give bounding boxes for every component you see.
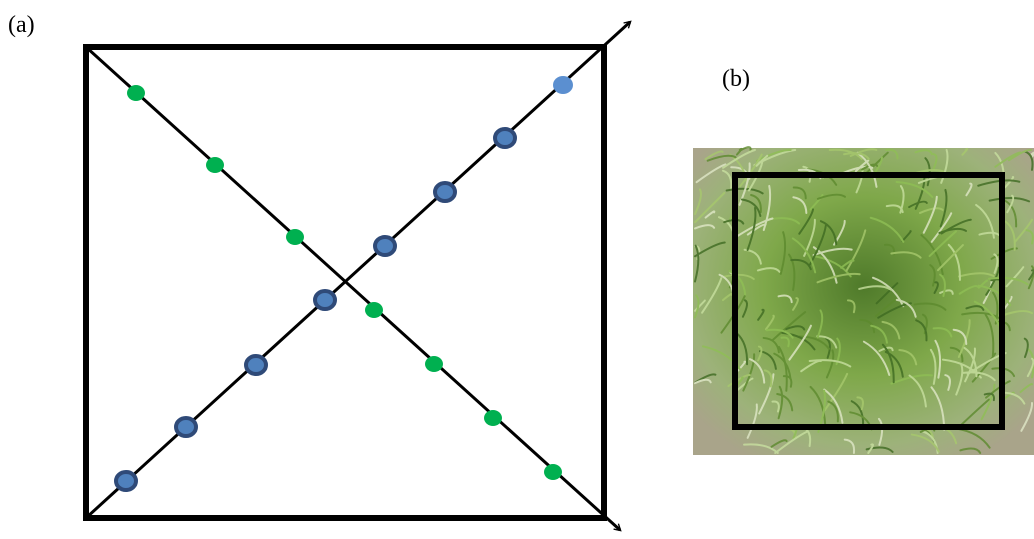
panel-a: [86, 22, 630, 530]
point: [544, 464, 562, 480]
panel-label: (a): [8, 12, 35, 38]
point: [495, 129, 515, 147]
point: [375, 237, 395, 255]
point: [484, 410, 502, 426]
point: [286, 229, 304, 245]
panel-label: (b): [722, 66, 750, 92]
point: [176, 418, 196, 436]
transect: [86, 22, 630, 518]
point: [206, 157, 224, 173]
panel-b: [693, 147, 1034, 455]
point: [127, 85, 145, 101]
point: [365, 302, 383, 318]
figure: (a) (b): [0, 0, 1034, 539]
point: [315, 291, 335, 309]
point: [435, 183, 455, 201]
point: [246, 356, 266, 374]
point: [425, 356, 443, 372]
point: [553, 76, 573, 94]
point: [116, 472, 136, 490]
transect: [86, 47, 620, 530]
